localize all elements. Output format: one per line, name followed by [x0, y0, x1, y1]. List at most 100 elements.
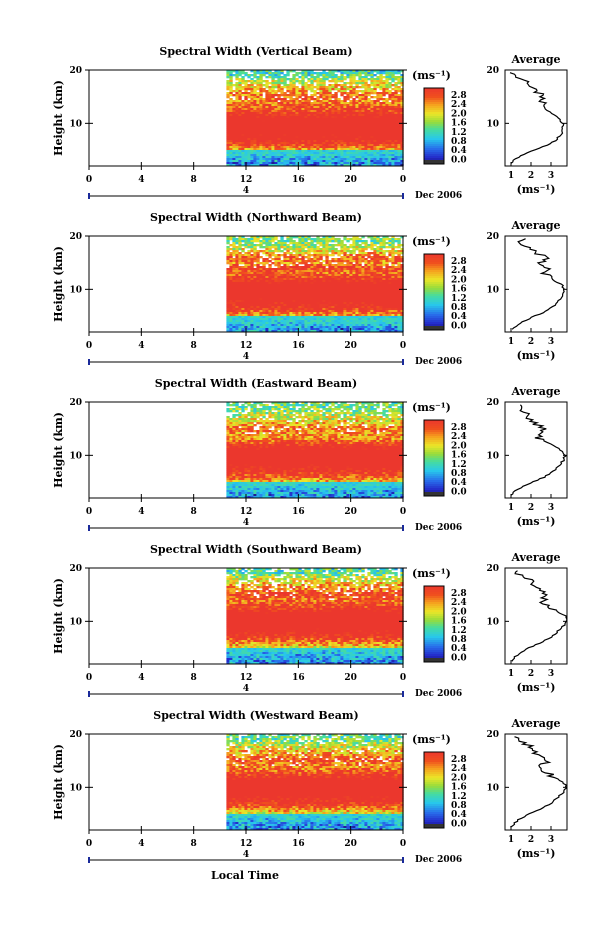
- y-axis-label: Height (km): [52, 578, 65, 654]
- profile-y-tick-label: 10: [486, 451, 499, 461]
- x-tick-label: 20: [344, 839, 357, 849]
- colorbar-label: 0.0: [451, 653, 467, 663]
- y-axis-label: Height (km): [52, 246, 65, 322]
- x-tick-label: 0: [86, 507, 92, 517]
- x-tick-label: 12: [240, 341, 253, 351]
- profile-x-tick-label: 2: [528, 835, 534, 845]
- x-tick-label: 8: [191, 507, 197, 517]
- profile-y-tick-label: 20: [486, 232, 499, 242]
- y-tick-label: 20: [69, 398, 82, 408]
- colorbar-label: 1.6: [451, 285, 467, 295]
- y-axis-label: Height (km): [52, 80, 65, 156]
- colorbar-label: 0.8: [451, 635, 467, 645]
- panel-5: Spectral Width (Westward Beam)1020Height…: [52, 709, 568, 865]
- day-label: 4: [243, 518, 249, 528]
- date-label: Dec 2006: [415, 689, 462, 699]
- profile-title: Average: [510, 219, 560, 232]
- profile-x-tick-label: 2: [528, 337, 534, 347]
- y-tick-label: 20: [69, 730, 82, 740]
- date-label: Dec 2006: [415, 357, 462, 367]
- x-tick-label: 16: [292, 673, 305, 683]
- x-tick-label: 8: [191, 341, 197, 351]
- colorbar: 2.82.42.01.61.20.80.40.0: [423, 419, 467, 497]
- panel-title: Spectral Width (Westward Beam): [153, 709, 358, 722]
- colorbar-label: 2.4: [451, 266, 467, 276]
- y-tick-label: 10: [69, 285, 82, 295]
- profile-unit: (ms⁻¹): [517, 681, 556, 694]
- profile-y-tick-label: 20: [486, 66, 499, 76]
- colorbar-unit: (ms⁻¹): [412, 235, 451, 248]
- colorbar-label: 2.4: [451, 598, 467, 608]
- profile-line: [510, 404, 567, 496]
- profile-title: Average: [510, 53, 560, 66]
- colorbar-label: 2.0: [451, 607, 467, 617]
- y-tick-label: 10: [69, 119, 82, 129]
- profile-title: Average: [510, 717, 560, 730]
- x-tick-label: 8: [191, 175, 197, 185]
- profile-line: [509, 72, 565, 164]
- profile-unit: (ms⁻¹): [517, 349, 556, 362]
- profile-x-tick-label: 1: [508, 171, 514, 181]
- day-label: 4: [243, 684, 249, 694]
- profile-x-tick-label: 2: [528, 669, 534, 679]
- profile-line: [511, 238, 565, 330]
- colorbar-label: 2.8: [451, 91, 467, 101]
- profile-y-tick-label: 20: [486, 398, 499, 408]
- date-label: Dec 2006: [415, 191, 462, 201]
- y-axis-label: Height (km): [52, 412, 65, 488]
- heatmap-cells: [226, 70, 404, 167]
- profile-x-tick-label: 3: [548, 669, 554, 679]
- date-label: Dec 2006: [415, 523, 462, 533]
- x-tick-label: 0: [400, 341, 406, 351]
- colorbar-label: 0.0: [451, 321, 467, 331]
- profile-x-tick-label: 3: [548, 835, 554, 845]
- colorbar-label: 1.6: [451, 119, 467, 129]
- colorbar-label: 2.0: [451, 109, 467, 119]
- colorbar: 2.82.42.01.61.20.80.40.0: [423, 585, 467, 663]
- x-tick-label: 4: [138, 175, 144, 185]
- colorbar-unit: (ms⁻¹): [412, 567, 451, 580]
- colorbar-frame: [423, 419, 445, 497]
- profile-frame: [504, 567, 568, 665]
- colorbar-label: 1.2: [451, 128, 467, 138]
- x-tick-label: 0: [400, 673, 406, 683]
- colorbar-label: 0.4: [451, 478, 467, 488]
- colorbar-label: 0.8: [451, 303, 467, 313]
- x-tick-label: 0: [86, 341, 92, 351]
- profile-title: Average: [510, 385, 560, 398]
- x-tick-label: 4: [138, 507, 144, 517]
- profile-unit: (ms⁻¹): [517, 847, 556, 860]
- colorbar-label: 1.2: [451, 460, 467, 470]
- x-tick-label: 20: [344, 341, 357, 351]
- profile-y-tick-label: 20: [486, 730, 499, 740]
- x-tick-label: 0: [86, 839, 92, 849]
- profile-y-tick-label: 10: [486, 783, 499, 793]
- x-tick-label: 12: [240, 673, 253, 683]
- panel-1: Spectral Width (Vertical Beam)1020Height…: [52, 45, 568, 201]
- profile-y-tick-label: 10: [486, 285, 499, 295]
- profile-x-tick-label: 3: [548, 337, 554, 347]
- x-tick-label: 4: [138, 839, 144, 849]
- profile-x-tick-label: 1: [508, 835, 514, 845]
- colorbar-label: 0.0: [451, 155, 467, 165]
- colorbar-frame: [423, 87, 445, 165]
- profile-x-tick-label: 1: [508, 337, 514, 347]
- colorbar-label: 1.6: [451, 783, 467, 793]
- x-tick-label: 12: [240, 175, 253, 185]
- colorbar-label: 0.8: [451, 469, 467, 479]
- colorbar-label: 0.4: [451, 146, 467, 156]
- x-tick-label: 20: [344, 673, 357, 683]
- profile-y-tick-label: 10: [486, 119, 499, 129]
- profile-x-tick-label: 3: [548, 171, 554, 181]
- x-tick-label: 8: [191, 673, 197, 683]
- x-tick-label: 20: [344, 175, 357, 185]
- profile-x-tick-label: 1: [508, 669, 514, 679]
- x-tick-label: 20: [344, 507, 357, 517]
- profile-unit: (ms⁻¹): [517, 183, 556, 196]
- date-label: Dec 2006: [415, 855, 462, 865]
- y-tick-label: 20: [69, 66, 82, 76]
- colorbar-label: 1.2: [451, 294, 467, 304]
- colorbar-label: 0.4: [451, 810, 467, 820]
- colorbar-frame: [423, 253, 445, 331]
